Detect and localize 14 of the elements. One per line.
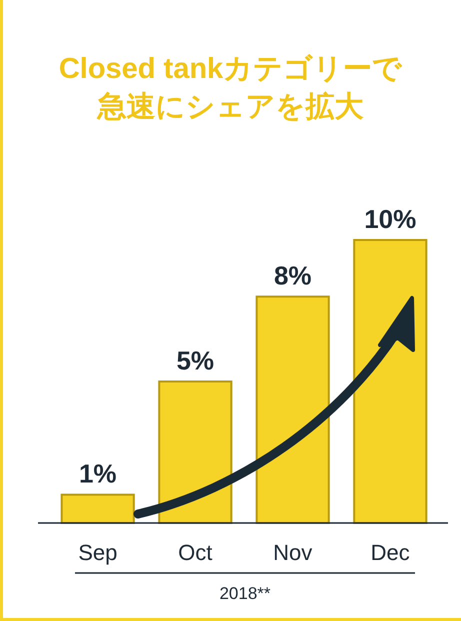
- chart-title: Closed tankカテゴリーで急速にシェアを拡大: [58, 52, 404, 125]
- bar: [256, 296, 330, 524]
- data-label: 10%: [364, 204, 416, 234]
- bar: [353, 239, 428, 524]
- bar: [158, 380, 232, 524]
- data-label: 1%: [78, 458, 117, 489]
- data-label: 5%: [176, 346, 214, 376]
- bar: [60, 494, 135, 524]
- x-tick-label: Oct: [178, 540, 212, 565]
- x-tick-label: Sep: [78, 540, 118, 565]
- x-axis-title: 2018**: [219, 584, 271, 603]
- data-label: 8%: [274, 260, 312, 291]
- x-tick-label: Dec: [370, 540, 410, 565]
- x-tick-label: Nov: [273, 540, 312, 565]
